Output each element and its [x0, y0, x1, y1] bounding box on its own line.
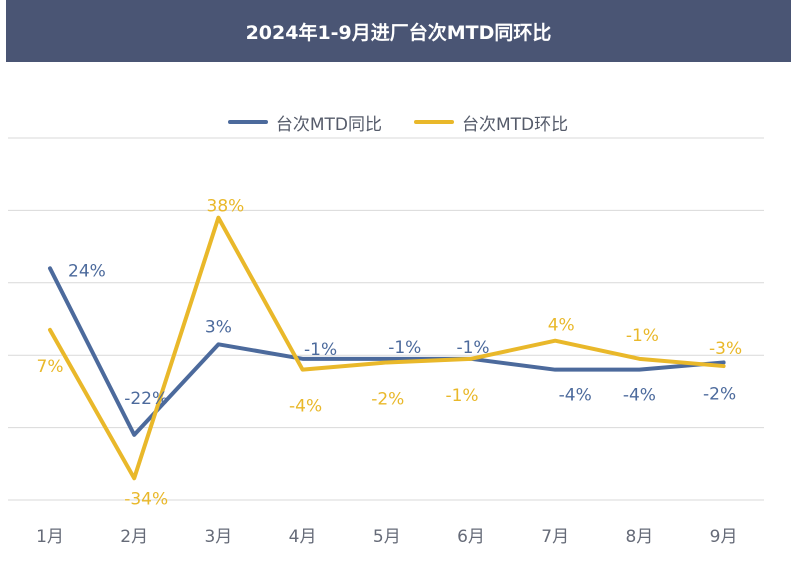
data-label-yoy: -1%: [388, 338, 421, 358]
x-tick-label: 3月: [204, 527, 232, 547]
data-label-yoy: -4%: [623, 386, 656, 406]
data-label-yoy: -22%: [124, 389, 168, 409]
data-label-mom: 4%: [548, 316, 575, 336]
data-label-mom: -2%: [371, 389, 404, 409]
data-label-mom: -34%: [124, 489, 168, 509]
chart-title: 2024年1-9月进厂台次MTD同环比: [245, 21, 552, 44]
data-label-mom: -1%: [445, 386, 478, 406]
x-tick-label: 8月: [625, 527, 653, 547]
data-label-yoy: -1%: [456, 338, 489, 358]
legend-item-yoy: 台次MTD同比: [227, 110, 382, 135]
data-label-yoy: 3%: [205, 317, 232, 337]
data-label-mom: -1%: [626, 326, 659, 346]
legend-swatch-yoy: [227, 120, 268, 124]
series-line-mom: [48, 215, 726, 481]
data-label-yoy: 24%: [68, 261, 106, 281]
data-label-yoy: -4%: [559, 386, 592, 406]
x-tick-label: 4月: [289, 527, 317, 547]
x-tick-label: 9月: [710, 527, 738, 547]
data-label-mom: -3%: [709, 339, 742, 359]
legend-label-mom: 台次MTD环比: [462, 114, 569, 135]
chart-title-bar: 2024年1-9月进厂台次MTD同环比: [6, 0, 791, 62]
x-tick-label: 1月: [36, 527, 64, 547]
data-label-mom: -4%: [289, 397, 322, 417]
data-label-mom: 7%: [37, 357, 64, 377]
legend-swatch-mom: [414, 120, 454, 124]
x-tick-label: 7月: [541, 527, 569, 547]
data-label-yoy: -2%: [703, 384, 736, 404]
data-label-yoy: -1%: [304, 340, 337, 360]
legend: 台次MTD同比 台次MTD环比: [0, 108, 796, 136]
legend-item-mom: 台次MTD环比: [414, 110, 568, 135]
x-tick-label: 2月: [120, 527, 148, 547]
x-tick-label: 5月: [373, 527, 401, 547]
data-label-mom: 38%: [207, 197, 245, 217]
series-line-yoy: [48, 266, 726, 437]
legend-label-yoy: 台次MTD同比: [275, 114, 382, 135]
x-tick-label: 6月: [457, 527, 485, 547]
